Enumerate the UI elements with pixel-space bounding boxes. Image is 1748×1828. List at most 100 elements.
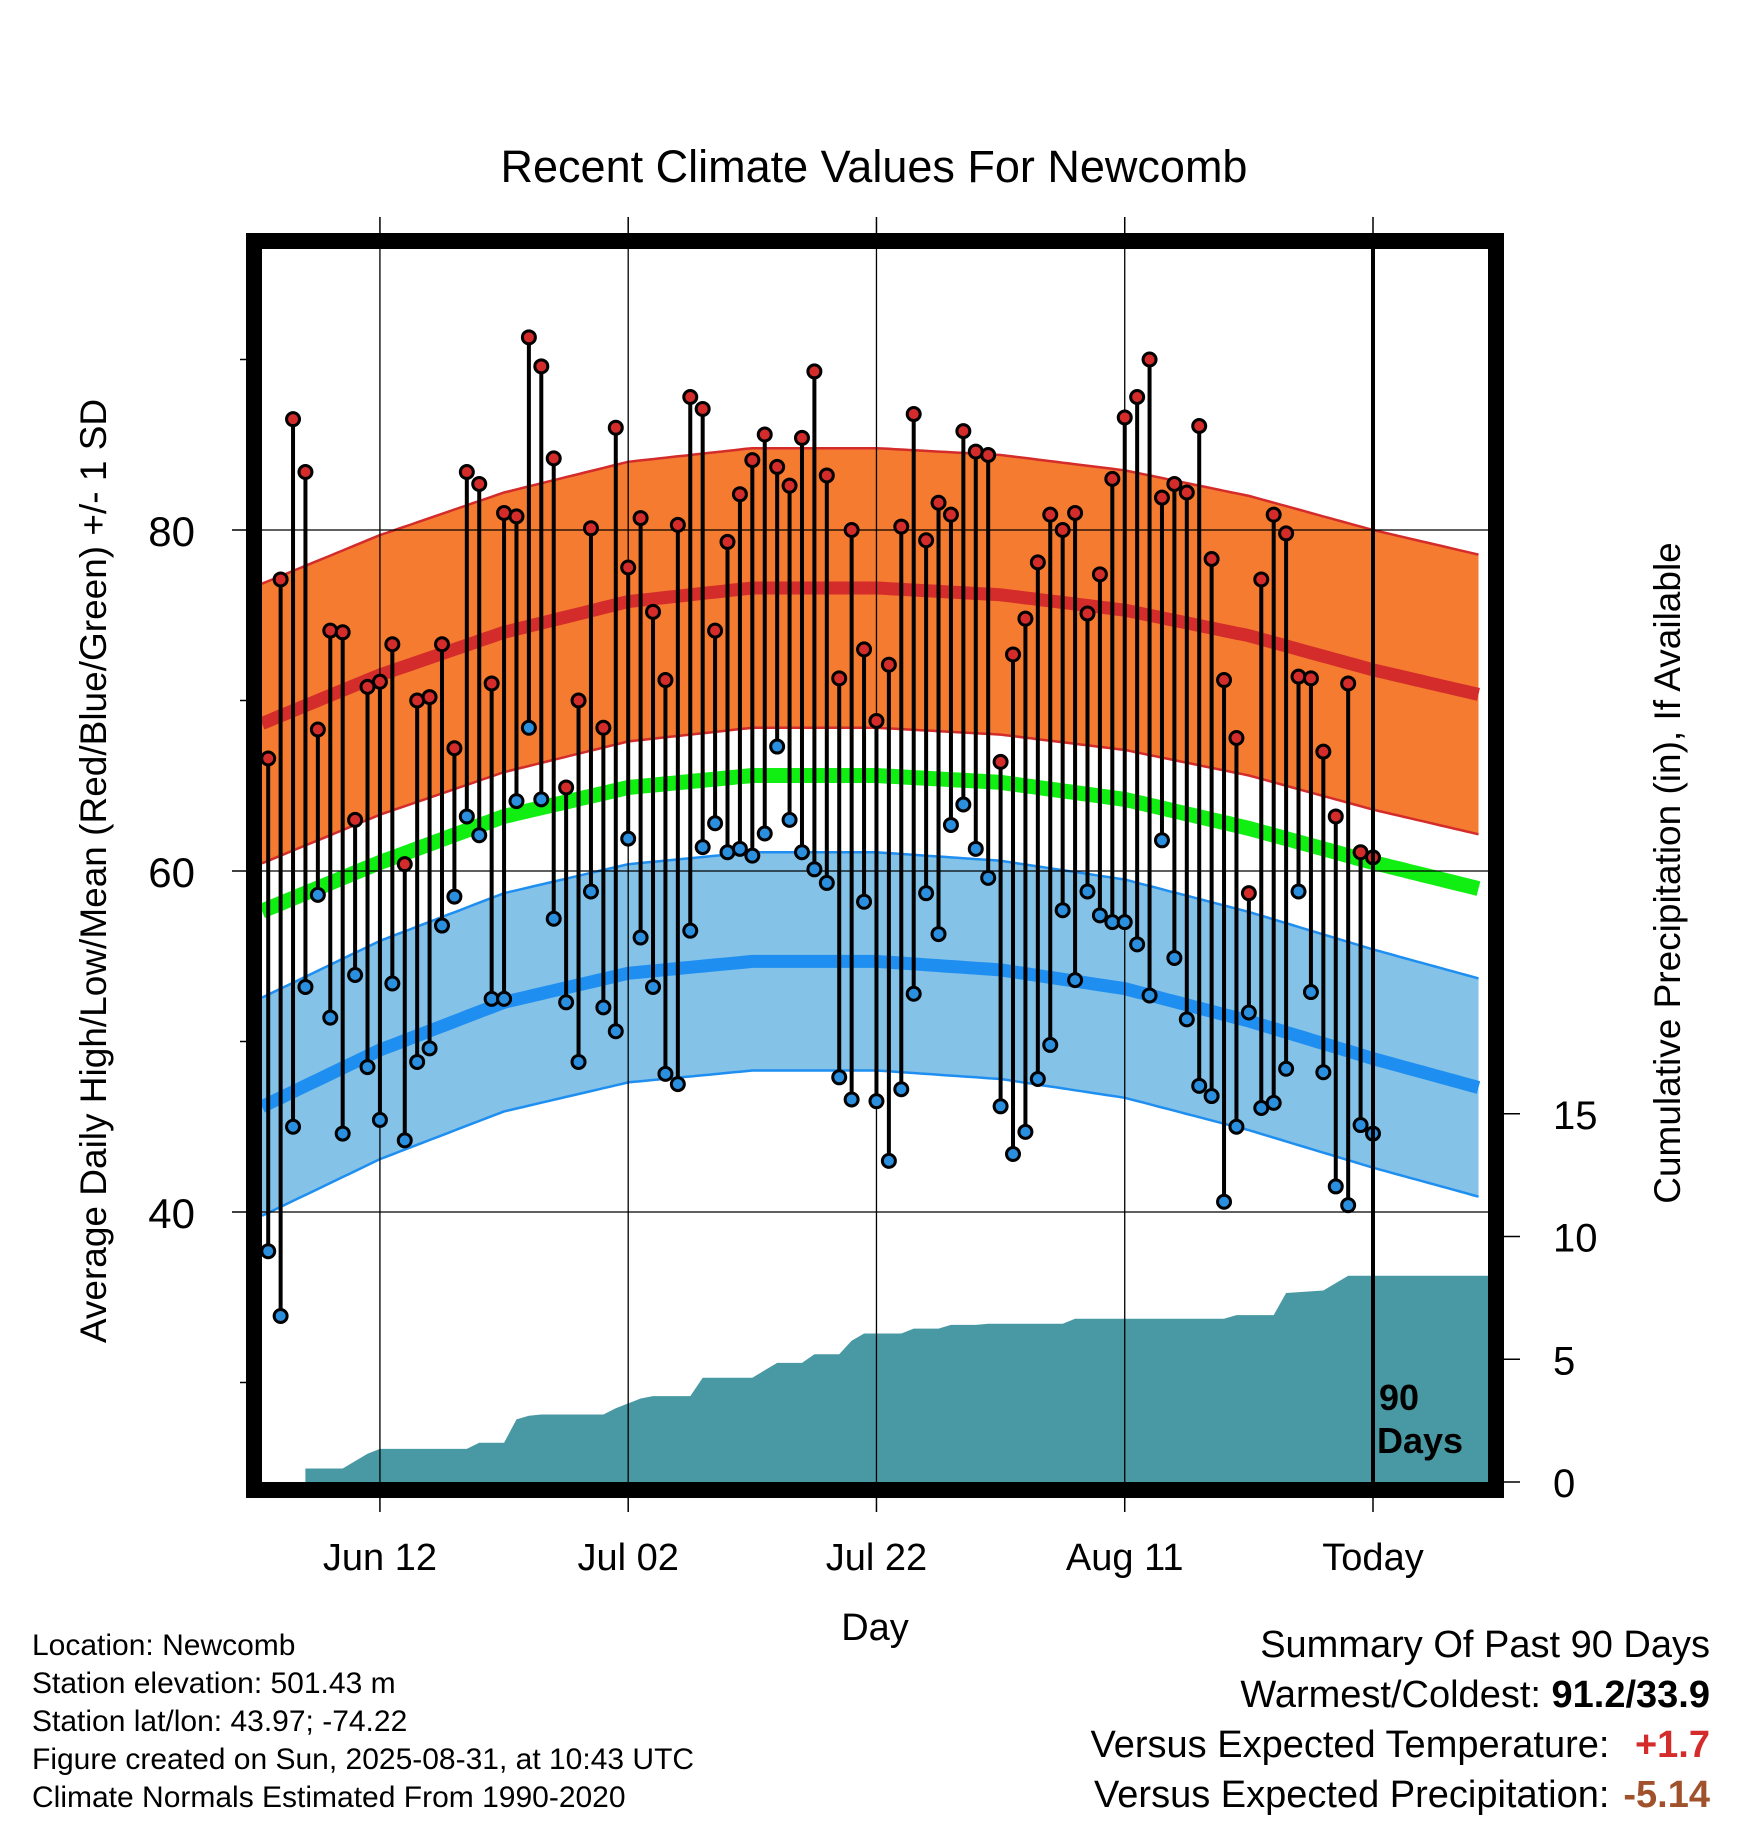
summary-panel: Summary Of Past 90 Days Warmest/Coldest:… (1091, 1620, 1710, 1820)
low-point (955, 796, 972, 813)
daily-points (260, 329, 1381, 1325)
low-point (322, 1009, 339, 1026)
x-tick-label: Aug 11 (1066, 1537, 1184, 1579)
days-label-text: Days (1377, 1420, 1463, 1461)
low-point (1129, 936, 1146, 953)
low-point (409, 1053, 426, 1070)
high-point (1302, 670, 1319, 687)
high-point (1017, 610, 1034, 627)
high-point (446, 740, 463, 757)
low-point (272, 1308, 289, 1325)
high-point (334, 624, 351, 641)
high-point (1104, 470, 1121, 487)
normal-high-mean-line (259, 581, 1480, 730)
high-point (272, 571, 289, 588)
normal-low-upper-sd-line (261, 850, 1479, 999)
high-point (818, 467, 835, 484)
low-point (880, 1152, 897, 1169)
high-point (1129, 389, 1146, 406)
low-point (297, 978, 314, 995)
high-point (955, 423, 972, 440)
high-point (682, 389, 699, 406)
low-point (1265, 1094, 1282, 1111)
high-point (707, 622, 724, 639)
low-point (769, 738, 786, 755)
high-point (1029, 554, 1046, 571)
daily-range-stems (266, 337, 1375, 1317)
low-point (731, 840, 748, 857)
temp-label: Versus Expected Temperature: (1090, 1724, 1610, 1766)
high-point (632, 510, 649, 527)
high-point (756, 426, 773, 443)
normals-text: Climate Normals Estimated From 1990-2020 (32, 1781, 626, 1814)
high-point (1203, 550, 1220, 567)
high-point (458, 464, 475, 481)
normal-high-lower-sd-line (261, 726, 1479, 865)
low-point (1315, 1064, 1332, 1081)
high-point (620, 559, 637, 576)
low-point (558, 994, 575, 1011)
precipitation-fill (262, 1275, 1488, 1482)
low-point (570, 1053, 587, 1070)
high-point (1278, 525, 1295, 542)
low-point (1290, 883, 1307, 900)
warm-cold-label: Warmest/Coldest: (1240, 1674, 1541, 1716)
low-point (533, 791, 550, 808)
low-point (545, 910, 562, 927)
x-tick-label: Today (1322, 1537, 1423, 1579)
high-point (396, 856, 413, 873)
high-point (558, 779, 575, 796)
low-point (396, 1132, 413, 1149)
high-point (570, 692, 587, 709)
low-point (918, 885, 935, 902)
high-point (582, 520, 599, 537)
high-point (1315, 743, 1332, 760)
low-point (285, 1118, 302, 1135)
high-point (1079, 605, 1096, 622)
low-point (1352, 1117, 1369, 1134)
low-point (806, 861, 823, 878)
high-point (1042, 506, 1059, 523)
high-point (1005, 646, 1022, 663)
high-point (508, 508, 525, 525)
low-point (1005, 1146, 1022, 1163)
precip-row: Versus Expected Precipitation: -5.14 (1091, 1770, 1710, 1820)
low-point (1166, 949, 1183, 966)
high-point (483, 675, 500, 692)
high-point (1216, 672, 1233, 689)
high-point (731, 486, 748, 503)
low-point (433, 917, 450, 934)
low-point (496, 990, 513, 1007)
low-point (421, 1040, 438, 1057)
normal-high-upper-sd-line (261, 446, 1479, 585)
high-point (1141, 351, 1158, 368)
low-point (694, 839, 711, 856)
low-point (967, 840, 984, 857)
low-point (607, 1023, 624, 1040)
low-point (645, 978, 662, 995)
y-tick-label: 80 (148, 508, 195, 555)
low-point (334, 1125, 351, 1142)
low-point (980, 869, 997, 886)
high-point (744, 452, 761, 469)
axes: Jun 12 Jul 02 Jul 22 Aug 11 Today 40 60 80 0 5 10 1… (148, 217, 1598, 1579)
x-tick-label: Jul 22 (826, 1537, 927, 1579)
high-point (1265, 506, 1282, 523)
low-point (371, 1111, 388, 1128)
high-point (371, 673, 388, 690)
high-point (1240, 885, 1257, 902)
high-point (1228, 730, 1245, 747)
high-point (260, 750, 277, 767)
high-point (645, 603, 662, 620)
days-label-number: 90 (1379, 1377, 1419, 1418)
low-point (632, 929, 649, 946)
y2-tick-label: 0 (1553, 1462, 1575, 1506)
low-point (309, 886, 326, 903)
y-tick-label: 40 (148, 1190, 195, 1237)
high-point (285, 411, 302, 428)
high-point (793, 429, 810, 446)
low-point (620, 830, 637, 847)
high-point (1091, 566, 1108, 583)
low-point (1017, 1123, 1034, 1140)
